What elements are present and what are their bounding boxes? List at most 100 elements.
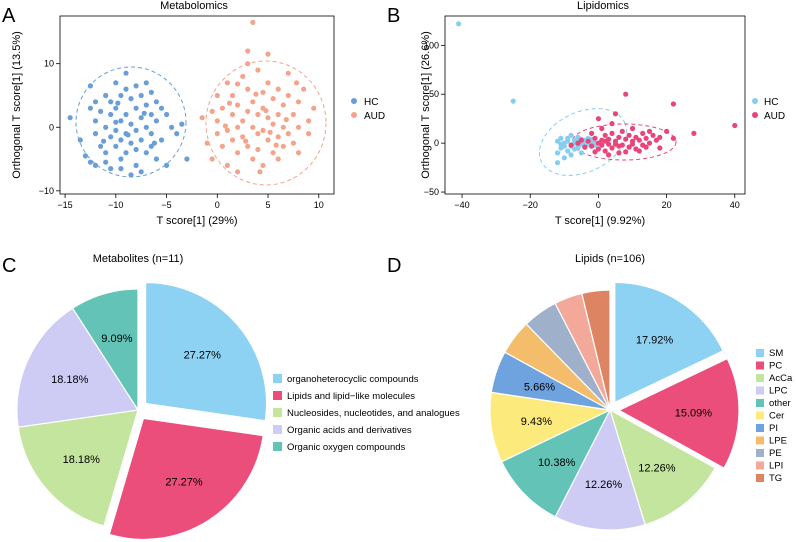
data-point-aud [616,150,622,156]
data-point-hc [103,92,109,99]
data-point-hc [138,169,144,175]
data-point-aud [219,105,225,111]
data-point-aud [623,136,629,142]
data-point-hc [148,89,154,95]
data-points-a [67,19,317,178]
data-point-hc [113,80,119,86]
data-point-hc [118,92,124,99]
data-point-aud [240,73,246,79]
data-point-hc [133,105,139,111]
data-point-aud [245,143,251,149]
data-point-hc [133,146,139,153]
y-tick-label: −50 [424,187,439,197]
data-point-aud [235,81,241,87]
pie-slice-label-organoheterocyclic-compounds: 27.27% [184,349,222,361]
data-point-aud [235,102,241,108]
data-point-aud [226,100,233,106]
confidence-ellipse-aud [571,123,677,161]
panel-letter-b: B [387,5,400,27]
pie-slice-sm [614,281,724,404]
data-point-hc [133,162,139,168]
data-point-hc [108,134,114,140]
data-point-aud [273,142,279,148]
data-point-aud [290,111,296,118]
data-point-hc [113,127,119,133]
data-point-aud [595,116,602,122]
legend-swatch-other [756,399,764,407]
data-point-aud [270,96,276,102]
pie-slice-pc [617,357,740,469]
data-point-aud [609,130,615,136]
data-point-aud [255,146,261,153]
data-point-aud [265,51,271,57]
data-point-hc [103,150,109,156]
x-tick-label: 0 [596,200,601,210]
legend-swatch-hc-a [351,98,357,104]
chart-title-d: Lipids (n=106) [575,253,645,265]
data-point-hc [148,143,154,149]
data-point-hc [565,148,571,154]
data-point-hc [92,118,99,124]
x-axis-ticks-a: −15 −10 −5 0 5 10 [57,194,324,210]
pie-slice-label-sm: 17.92% [636,335,674,347]
data-point-aud [224,162,230,168]
y-axis-ticks-b: −50 0 50 100 [424,40,445,197]
data-point-hc [174,131,180,137]
data-point-hc [128,140,134,146]
data-point-hc [568,132,574,138]
data-point-aud [301,86,307,92]
data-point-hc [133,83,139,89]
data-point-hc [565,135,571,141]
data-point-aud [592,149,598,155]
plot-frame-b [444,15,746,195]
pie-chart-c: 27.27% 27.27% 18.18% 18.18% 9.09% [16,281,268,541]
x-tick-label: 10 [314,200,324,210]
data-point-hc [118,137,124,143]
data-point-aud [295,99,302,105]
x-tick-label: −15 [57,200,72,210]
data-point-hc [103,159,109,165]
data-point-aud [280,102,286,108]
x-tick-label: 20 [662,200,672,210]
confidence-ellipses-b [538,108,677,176]
legend-label-aud-b: AUD [764,111,785,122]
data-point-aud [243,138,249,144]
data-point-hc [103,124,109,130]
legend-label-tg: TG [769,473,782,484]
data-point-hc [184,156,190,162]
chart-title-a: Metabolomics [160,0,228,12]
legend-label-acca: AcCa [769,373,793,384]
data-point-hc [143,124,149,130]
legend-swatch-hc-b [752,98,758,104]
legend-label-pc: PC [769,361,782,372]
data-point-aud [245,108,251,114]
data-point-hc [143,80,149,86]
x-tick-label: 5 [266,200,271,210]
data-point-hc [108,99,114,105]
data-point-aud [293,80,300,86]
x-tick-label: 40 [730,200,740,210]
data-point-aud [592,135,598,141]
pie-slice-label-other: 10.38% [538,457,576,469]
legend-label-nucleosides-nucleotides-and-analogues: Nucleosides, nucleotides, and analogues [287,408,460,419]
data-point-aud [612,111,619,117]
pie-panel-d: Lipids (n=106) 17.92%15.09%12.26%12.26%1… [489,253,793,531]
pie-slice-label-organic-acids-and-derivatives: 18.18% [51,374,89,386]
data-point-aud [306,131,312,137]
data-point-aud [670,135,677,141]
x-tick-label: 0 [215,200,220,210]
data-point-aud [199,115,205,121]
data-point-hc [164,162,170,168]
legend-swatch-acca [756,374,764,382]
data-point-aud [602,148,608,154]
data-points-b [456,21,738,166]
data-point-hc [148,111,154,118]
legend-swatch-cer [756,411,764,420]
data-point-hc [123,86,129,92]
data-point-aud [253,91,259,97]
legend-label-hc-b: HC [764,97,778,108]
data-point-hc [123,70,129,76]
y-tick-label: 50 [429,89,439,99]
data-point-aud [235,169,241,175]
data-point-hc [113,143,119,149]
